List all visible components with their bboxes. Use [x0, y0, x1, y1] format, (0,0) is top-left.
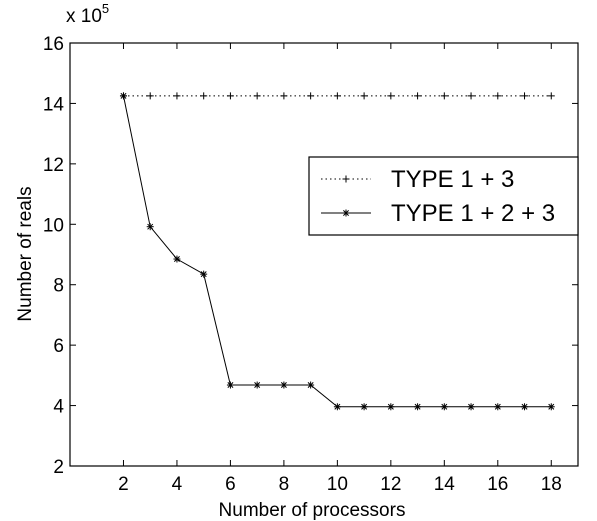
plot-area: 2 4 6 8 10 12 14 16 18 2 4 6 8 10 12 14 16	[43, 34, 579, 495]
series-2-point	[387, 403, 395, 411]
series-2-point	[200, 270, 208, 278]
series-2-point	[173, 255, 181, 263]
series-1-point	[547, 92, 555, 100]
legend-label-1: TYPE 1 + 3	[391, 166, 514, 193]
y-tick-label: 14	[43, 94, 65, 115]
series-2-point	[467, 403, 475, 411]
y-tick-label: 4	[53, 397, 64, 418]
y-tick-label: 16	[43, 34, 64, 55]
x-tick-label: 16	[487, 474, 508, 495]
y-tick-label: 8	[53, 276, 64, 297]
y-tick-label: 6	[53, 336, 64, 357]
x-tick-label: 12	[380, 474, 401, 495]
y-axis-multiplier-exponent: 5	[102, 1, 109, 16]
y-axis-multiplier: x 105	[66, 1, 109, 27]
series-2-point	[547, 403, 555, 411]
legend-marker-1	[342, 175, 350, 183]
series-1-point	[467, 92, 475, 100]
series-1-point	[200, 92, 208, 100]
series-2-point	[280, 381, 288, 389]
x-tick-label: 14	[434, 474, 456, 495]
series-1-point	[253, 92, 261, 100]
series-line-2	[123, 95, 552, 408]
series-2-point	[333, 403, 341, 411]
x-tick-label: 18	[541, 474, 562, 495]
series-1-point	[494, 92, 502, 100]
x-tick-label: 4	[172, 474, 183, 495]
series-2-point	[414, 403, 422, 411]
x-tick-label: 8	[279, 474, 290, 495]
series-1-point	[360, 92, 368, 100]
y-tick-label: 2	[53, 457, 64, 478]
series-1-point	[226, 92, 234, 100]
series-2-point	[521, 403, 529, 411]
series-1-point	[146, 92, 154, 100]
series-2-point	[146, 223, 154, 231]
plot-frame	[69, 42, 579, 467]
legend-marker-2	[342, 209, 350, 217]
series-2-point	[253, 381, 261, 389]
series-2-point	[119, 92, 127, 100]
x-tick-label: 2	[118, 474, 129, 495]
series-1-point	[440, 92, 448, 100]
series-1-point	[414, 92, 422, 100]
y-axis-multiplier-base: x 10	[66, 6, 102, 27]
legend: TYPE 1 + 3 TYPE 1 + 2 + 3	[308, 156, 579, 236]
series-2-point	[226, 381, 234, 389]
y-tick-label: 10	[43, 215, 64, 236]
y-axis-label: Number of reals	[15, 186, 36, 321]
legend-label-2: TYPE 1 + 2 + 3	[391, 200, 555, 227]
series-1-point	[387, 92, 395, 100]
series-2-point	[440, 403, 448, 411]
series-1-point	[173, 92, 181, 100]
series-2-point	[360, 403, 368, 411]
series-1-point	[521, 92, 529, 100]
series-1-point	[280, 92, 288, 100]
series-1-point	[333, 92, 341, 100]
series-1-point	[307, 92, 315, 100]
x-axis-label: Number of processors	[219, 500, 406, 521]
x-tick-label: 10	[327, 474, 348, 495]
series-2-point	[494, 403, 502, 411]
y-tick-label: 12	[43, 155, 64, 176]
series-2-point	[307, 381, 315, 389]
x-tick-label: 6	[225, 474, 236, 495]
legend-box	[308, 156, 579, 236]
